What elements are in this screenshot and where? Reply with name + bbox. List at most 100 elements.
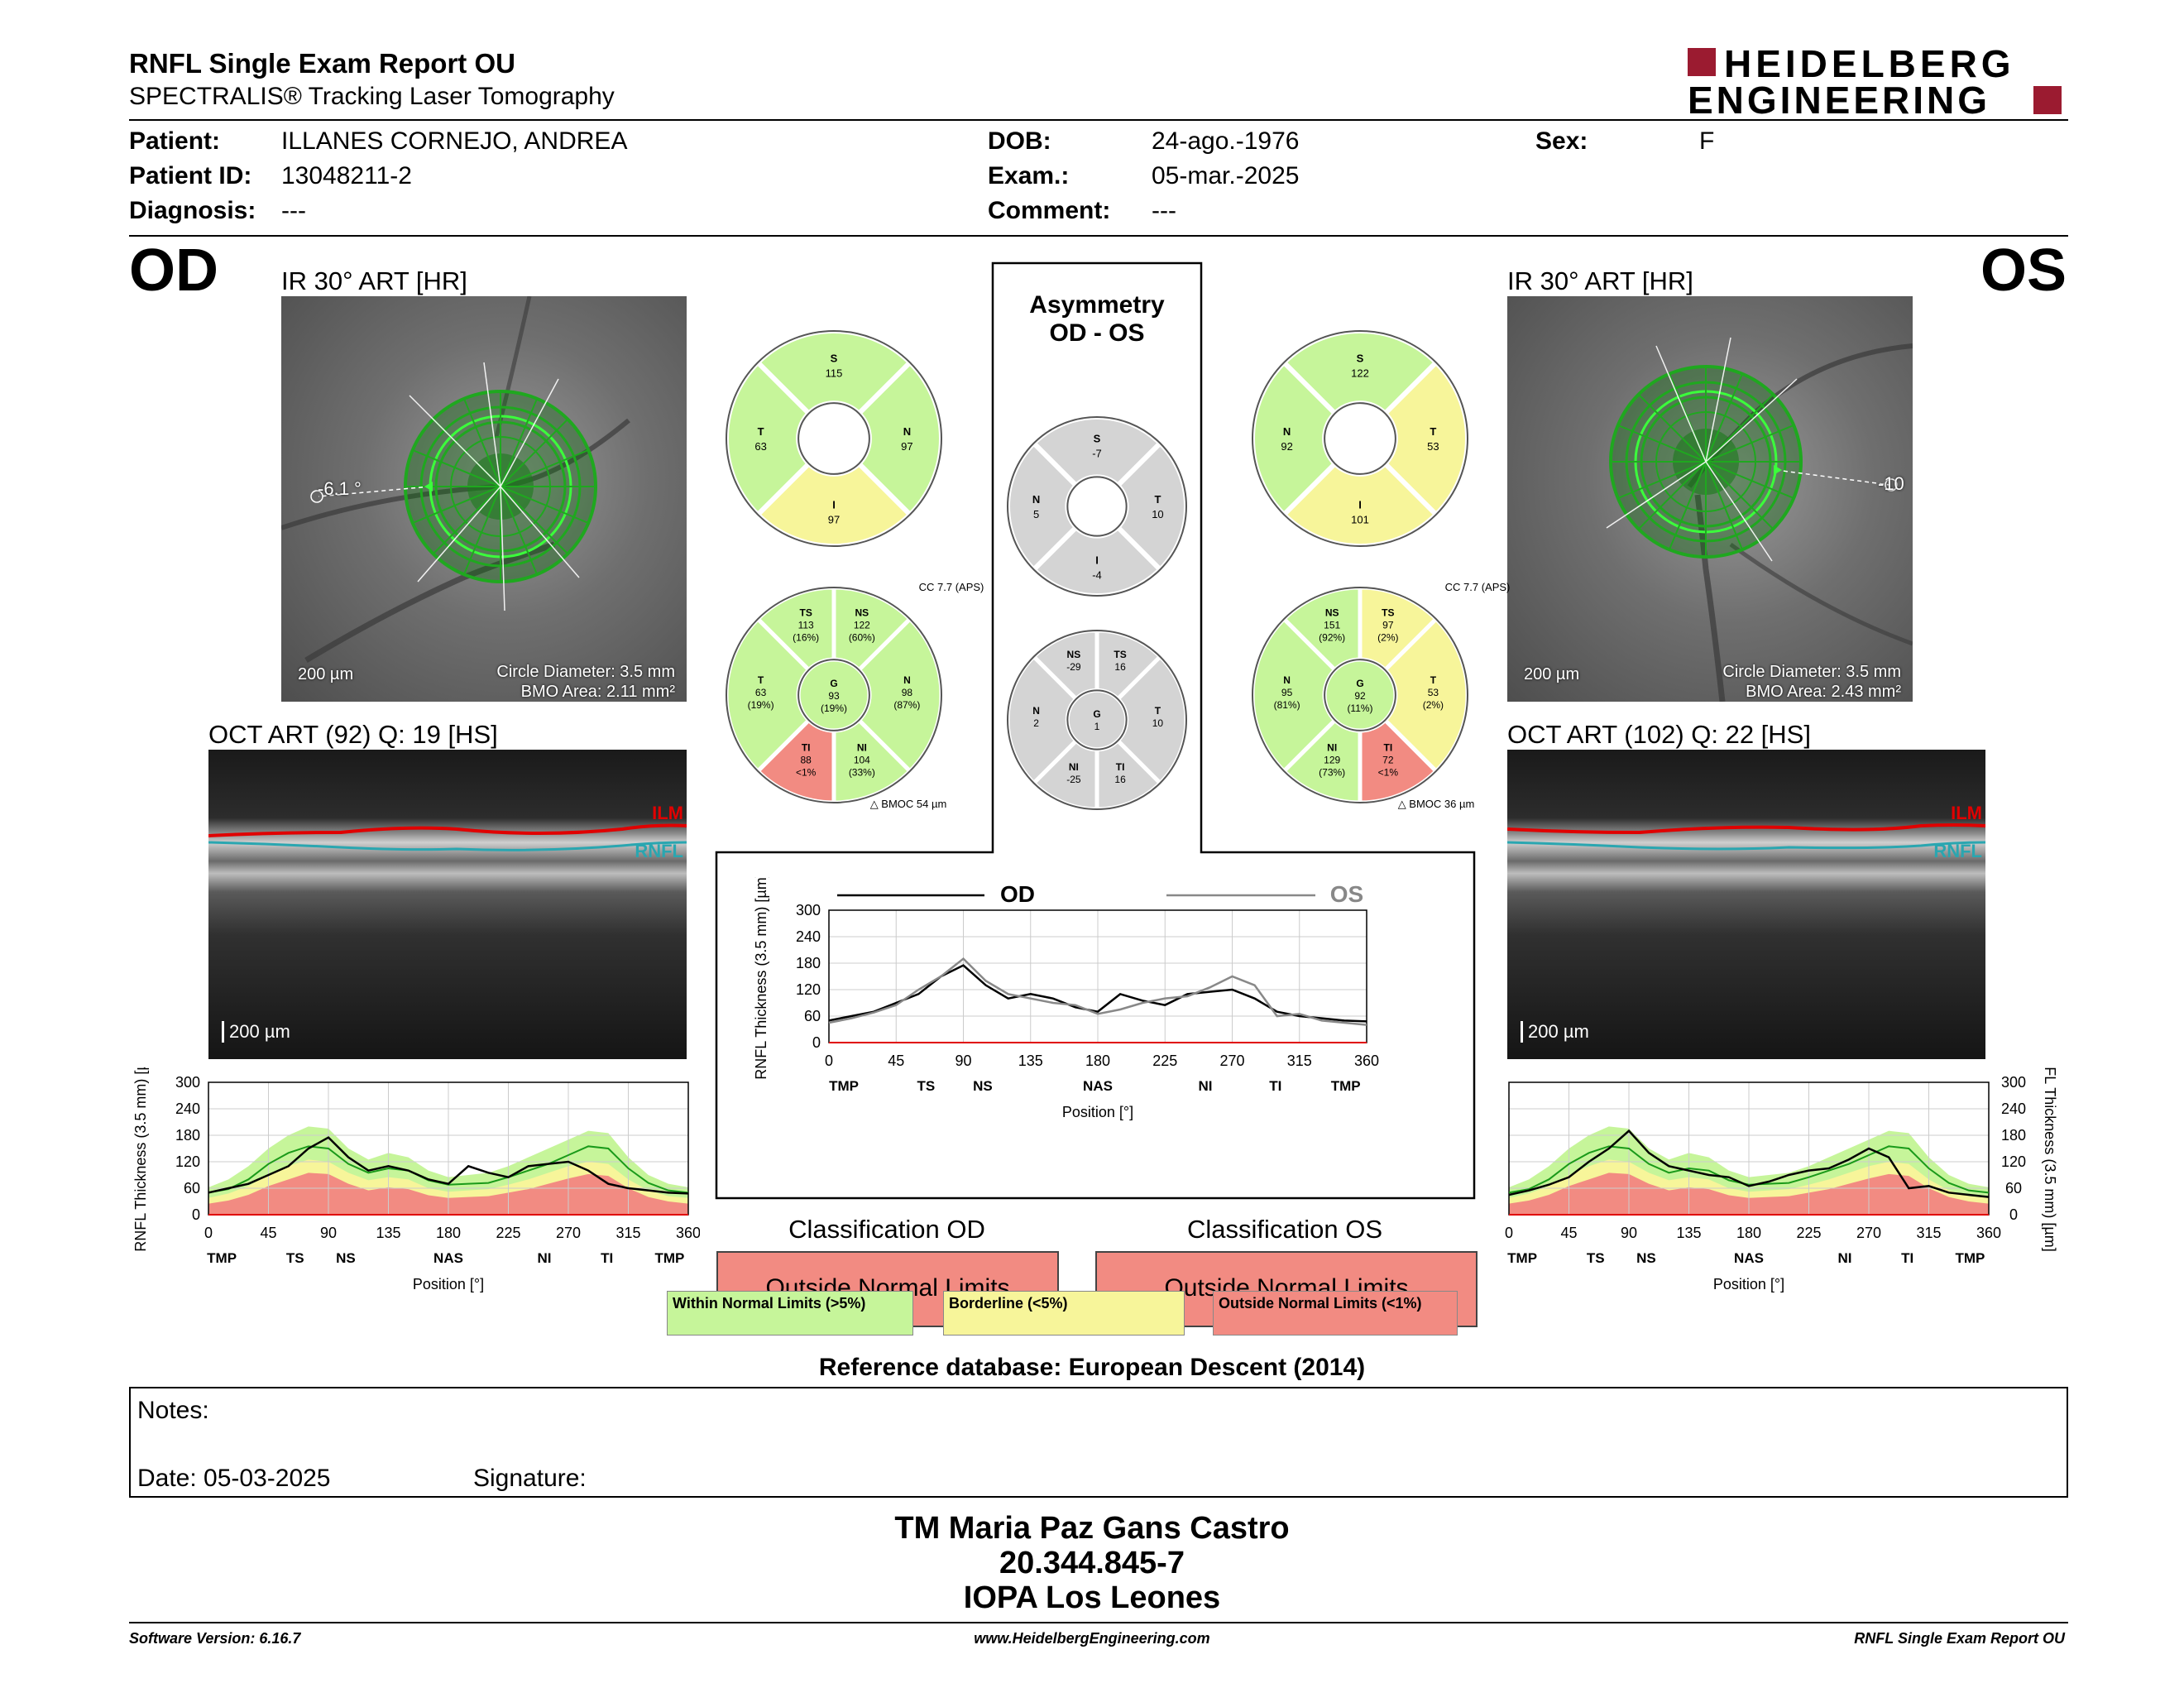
logo-text-line2: ENGINEERING bbox=[1688, 79, 1991, 122]
asym-pie4: S -7 T 10 I -4 N 5 bbox=[1004, 414, 1190, 599]
od-center-text: (19%) bbox=[821, 703, 847, 714]
legend-borderline: Borderline (<5%) bbox=[943, 1291, 1185, 1336]
x-tick-label: 225 bbox=[496, 1225, 520, 1241]
od-sector-text: 63 bbox=[755, 687, 767, 698]
x-tick-label: 135 bbox=[1018, 1053, 1043, 1069]
sector-axis-label: TMP bbox=[207, 1250, 237, 1266]
od-fundus-scale: 200 µm bbox=[298, 665, 354, 683]
od-circle-diameter: Circle Diameter: 3.5 mm bbox=[496, 663, 675, 681]
od-sector-name: S bbox=[831, 352, 838, 365]
x-tick-label: 180 bbox=[1085, 1053, 1110, 1069]
os-fundus-scale: 200 µm bbox=[1524, 665, 1580, 683]
os-pie4-hole bbox=[1324, 402, 1396, 475]
os-cc-label: CC 7.7 (APS) bbox=[1445, 581, 1511, 593]
od-oct-scale: 200 µm bbox=[222, 1021, 290, 1043]
os-sector-text: NS bbox=[1325, 607, 1339, 618]
asym-sector-text: -29 bbox=[1066, 661, 1081, 673]
y-tick-label: 180 bbox=[2001, 1127, 2026, 1144]
os-oct-scale: 200 µm bbox=[1521, 1021, 1589, 1043]
x-tick-label: 0 bbox=[204, 1225, 213, 1241]
notes-box: Notes: Date: 05-03-2025 Signature: bbox=[129, 1387, 2068, 1498]
os-ilm-tag: ILM bbox=[1951, 803, 1982, 823]
os-sector-text: <1% bbox=[1378, 767, 1399, 779]
asym-sector-name: T bbox=[1154, 493, 1161, 506]
legend-os-label: OS bbox=[1330, 881, 1363, 907]
y-tick-label: 240 bbox=[2001, 1101, 2026, 1117]
x-tick-label: 45 bbox=[1560, 1225, 1577, 1241]
series-line-0 bbox=[208, 1136, 689, 1195]
sector-axis-label: TMP bbox=[1331, 1078, 1361, 1094]
asym-sector-name: S bbox=[1094, 433, 1101, 445]
asym-center-text: G bbox=[1093, 708, 1100, 720]
os-sector-value: 122 bbox=[1351, 367, 1369, 380]
os-center-text: G bbox=[1356, 678, 1363, 689]
x-tick-label: 360 bbox=[1976, 1225, 2001, 1241]
x-tick-label: 315 bbox=[1287, 1053, 1312, 1069]
os-sector-value: 101 bbox=[1351, 513, 1369, 525]
dob-label: DOB: bbox=[988, 127, 1051, 155]
sector-axis-label: NAS bbox=[1083, 1078, 1113, 1094]
signer-place: IOPA Los Leones bbox=[963, 1580, 1221, 1615]
od-sector-name: T bbox=[758, 425, 764, 438]
x-tick-label: 45 bbox=[888, 1053, 904, 1069]
os-sector-text: 97 bbox=[1382, 619, 1394, 631]
od-profile-chart: 300 240 180 120 60 00 45 90 135 180 225 270 315 360 TM… bbox=[132, 1067, 700, 1292]
asymmetry-title-1: Asymmetry bbox=[1029, 291, 1165, 319]
os-fundus-overlay bbox=[1606, 337, 1913, 702]
asym-sector-text: TI bbox=[1116, 761, 1125, 773]
od-sector-text: NS bbox=[855, 607, 869, 618]
y-tick-label: 0 bbox=[812, 1034, 821, 1051]
eye-label-od: OD bbox=[129, 237, 218, 304]
os-sector-text: T bbox=[1430, 674, 1437, 686]
x-tick-label: 90 bbox=[1621, 1225, 1637, 1241]
os-sector-name: S bbox=[1357, 352, 1364, 365]
os-profile-chart: 300 240 180 120 60 0 0 45 90 135 180 225 270 315 360 TM… bbox=[1505, 1067, 2058, 1292]
x-tick-label: 135 bbox=[1676, 1225, 1701, 1241]
os-center-text: 92 bbox=[1354, 690, 1366, 702]
series-line-1 bbox=[828, 957, 1367, 1026]
os-pie6-outline bbox=[1252, 587, 1468, 803]
x-tick-label: 180 bbox=[436, 1225, 461, 1241]
asym-sector-text: 16 bbox=[1114, 661, 1126, 673]
sector-axis-label: TMP bbox=[1955, 1250, 1985, 1266]
od-cc-label: CC 7.7 (APS) bbox=[919, 581, 984, 593]
od-sector-text: (19%) bbox=[748, 699, 774, 711]
od-ilm-tag: ILM bbox=[652, 803, 683, 823]
y-tick-label: 0 bbox=[192, 1206, 200, 1223]
date-label: Date: 05-03-2025 bbox=[137, 1465, 331, 1492]
asym-sector-name: I bbox=[1095, 554, 1099, 566]
asym-pie4-hole bbox=[1066, 476, 1128, 537]
os-pie6: NS151(92%)TS97(2%)T53(2%)TI72<1%NI129(73… bbox=[1250, 585, 1470, 805]
os-sector-name: T bbox=[1430, 425, 1436, 438]
os-angle: -10 bbox=[1878, 473, 1904, 494]
software-version: Software Version: 6.16.7 bbox=[129, 1630, 301, 1647]
sector-axis-label: NS bbox=[973, 1078, 993, 1094]
os-center-text: (11%) bbox=[1347, 703, 1372, 714]
sector-axis-label: NI bbox=[1199, 1078, 1213, 1094]
os-oct-image: ILM RNFL 200 µm bbox=[1507, 750, 1985, 1059]
x-tick-label: 270 bbox=[1856, 1225, 1881, 1241]
y-tick-label: 300 bbox=[175, 1074, 200, 1091]
asym-sector-text: 16 bbox=[1114, 774, 1126, 785]
x-tick-label: 360 bbox=[1354, 1053, 1379, 1069]
os-sector-text: TS bbox=[1382, 607, 1394, 618]
logo-text-line1: HEIDELBERG bbox=[1724, 42, 2015, 85]
os-sector-text: N bbox=[1283, 674, 1291, 686]
sector-axis-label: NI bbox=[538, 1250, 552, 1266]
report-title: RNFL Single Exam Report OU bbox=[129, 48, 515, 79]
y-tick-label: 60 bbox=[2005, 1180, 2022, 1196]
comment-label: Comment: bbox=[988, 197, 1111, 224]
os-rnfl-tag: RNFL bbox=[1933, 841, 1982, 861]
y-tick-label: 60 bbox=[804, 1008, 821, 1024]
asym-sector-text: NI bbox=[1069, 761, 1079, 773]
od-fundus-caption: Circle Diameter: 3.5 mm BMO Area: 2.11 m… bbox=[496, 662, 675, 702]
od-sector-text: NI bbox=[857, 742, 867, 754]
y-axis-title: RNFL Thickness (3.5 mm) [µm] bbox=[753, 877, 769, 1080]
od-fundus-image: -6.1 ° 200 µm Circle Diameter: 3.5 mm BM… bbox=[281, 296, 687, 702]
comment-value: --- bbox=[1152, 197, 1176, 224]
asym-sector-value: -4 bbox=[1092, 568, 1102, 581]
y-tick-label: 300 bbox=[2001, 1074, 2026, 1091]
od-oct-image: ILM RNFL 200 µm bbox=[208, 750, 687, 1059]
patient-value: ILLANES CORNEJO, ANDREA bbox=[281, 127, 628, 155]
od-pie4: S 115 N 97 I 97 T 63 bbox=[724, 328, 944, 549]
